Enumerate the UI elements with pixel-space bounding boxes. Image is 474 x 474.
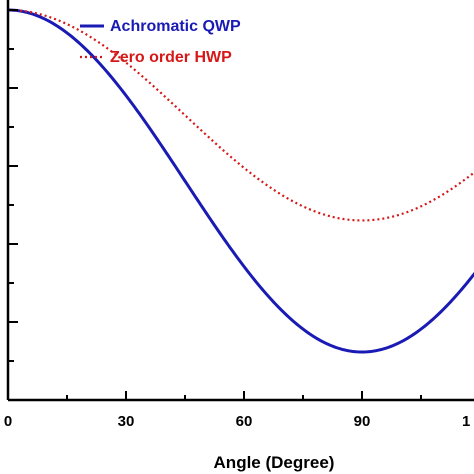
x-tick-label: 30 — [118, 413, 135, 430]
x-tick-label: 0 — [4, 413, 12, 430]
series-line-2 — [8, 8, 474, 222]
x-tick-label: 60 — [236, 413, 253, 430]
x-tick-label: 1 — [462, 413, 470, 430]
x-tick-label: 90 — [354, 413, 371, 430]
legend-label-1: Achromatic QWP — [110, 18, 241, 35]
series-line-1 — [8, 8, 474, 354]
legend-label-2: Zero order HWP — [110, 49, 232, 66]
x-axis-title: Angle (Degree) — [214, 453, 335, 472]
legend: Achromatic QWP Zero order HWP — [80, 18, 241, 66]
plot-area — [8, 8, 474, 354]
axes: 0 30 60 90 1 — [4, 0, 474, 430]
